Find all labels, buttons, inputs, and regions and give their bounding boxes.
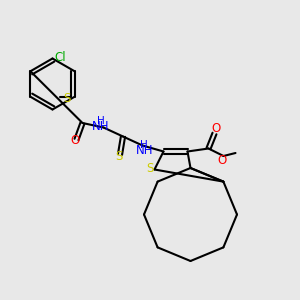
Text: O: O <box>70 134 80 148</box>
Text: NH: NH <box>92 119 110 133</box>
Text: NH: NH <box>136 143 154 157</box>
Text: S: S <box>146 161 154 175</box>
Text: S: S <box>63 92 71 105</box>
Text: H: H <box>140 140 148 151</box>
Text: H: H <box>97 116 104 127</box>
Text: O: O <box>218 154 226 167</box>
Text: S: S <box>115 149 122 163</box>
Text: Cl: Cl <box>54 50 66 64</box>
Text: O: O <box>212 122 220 136</box>
